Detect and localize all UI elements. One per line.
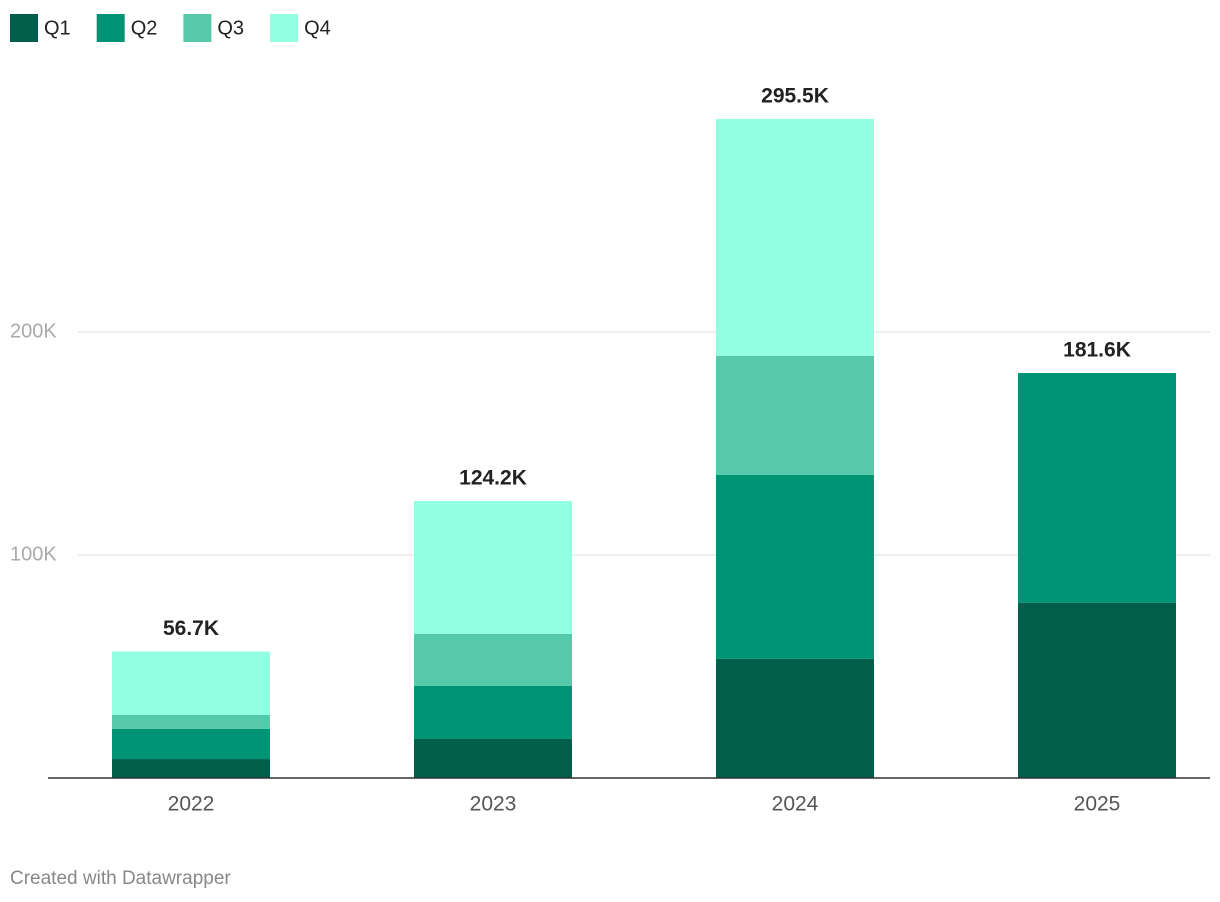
x-tick-label: 2022	[168, 793, 215, 816]
x-tick-label: 2025	[1074, 793, 1121, 816]
x-tick-label: 2023	[470, 793, 517, 816]
footer: Created with Datawrapper	[10, 868, 231, 889]
legend-label: Q1	[44, 17, 71, 39]
bar-segment	[414, 685, 572, 739]
bar-segment	[716, 658, 874, 778]
bar-segment	[112, 651, 270, 715]
bar-segment	[1018, 373, 1176, 603]
legend-swatch	[270, 14, 299, 42]
bar-segment	[112, 728, 270, 760]
legend-swatch	[10, 14, 38, 42]
total-label: 56.7K	[163, 617, 219, 640]
bar-segment	[112, 714, 270, 729]
y-tick-label: 200K	[10, 320, 57, 342]
total-label: 181.6K	[1063, 339, 1131, 362]
bar-segment	[112, 759, 270, 778]
y-tick-label: 100K	[10, 543, 57, 565]
bar-segment	[716, 474, 874, 659]
x-tick-label: 2024	[772, 793, 819, 816]
bar-segment	[414, 501, 572, 634]
legend-swatch	[183, 14, 212, 42]
legend-label: Q2	[131, 17, 158, 39]
total-label: 124.2K	[459, 467, 527, 490]
bar-segment	[414, 738, 572, 778]
bar-segment	[716, 355, 874, 475]
bar-segment	[1018, 602, 1176, 778]
total-label: 295.5K	[761, 85, 829, 108]
legend-swatch	[96, 14, 125, 42]
bar-segment	[716, 119, 874, 356]
legend-label: Q3	[217, 17, 244, 39]
bar-segment	[414, 633, 572, 686]
legend-label: Q4	[304, 17, 331, 39]
